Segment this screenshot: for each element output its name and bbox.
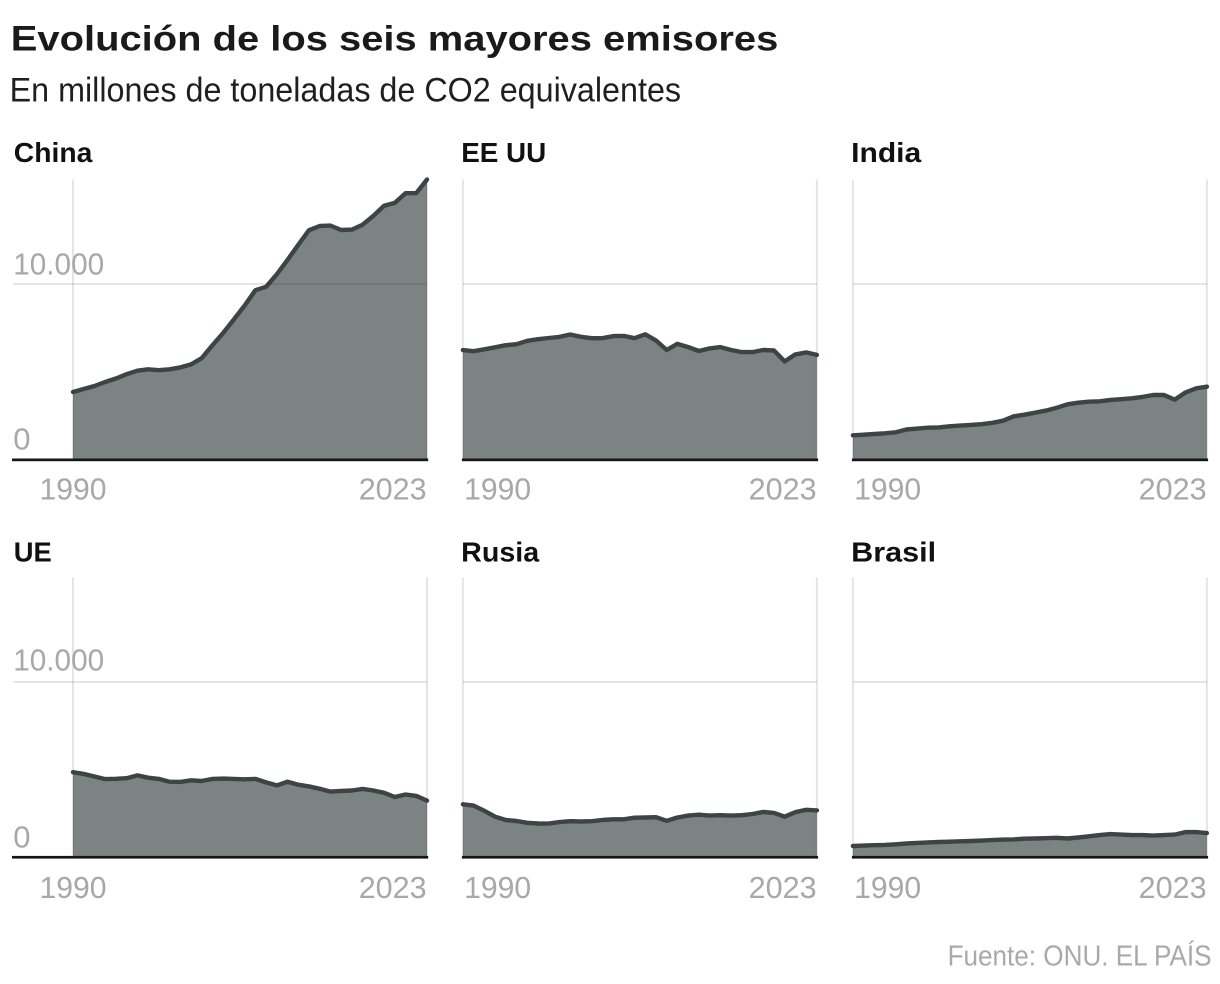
svg-text:Rusia: Rusia xyxy=(461,537,539,568)
svg-text:0: 0 xyxy=(13,819,30,854)
svg-text:2023: 2023 xyxy=(359,472,427,507)
svg-text:China: China xyxy=(14,137,93,168)
svg-text:10.000: 10.000 xyxy=(13,643,104,678)
svg-text:En millones de toneladas de CO: En millones de toneladas de CO2 equivale… xyxy=(10,72,681,110)
svg-text:1990: 1990 xyxy=(854,472,921,507)
svg-text:2023: 2023 xyxy=(1139,870,1207,905)
svg-text:UE: UE xyxy=(14,537,52,568)
svg-text:Brasil: Brasil xyxy=(851,537,936,568)
svg-text:2023: 2023 xyxy=(359,870,427,905)
svg-text:0: 0 xyxy=(13,421,30,456)
svg-text:2023: 2023 xyxy=(749,472,817,507)
svg-text:1990: 1990 xyxy=(854,870,921,905)
svg-text:2023: 2023 xyxy=(749,870,817,905)
svg-text:EE UU: EE UU xyxy=(461,137,546,168)
svg-text:1990: 1990 xyxy=(464,870,531,905)
svg-text:2023: 2023 xyxy=(1139,472,1207,507)
svg-text:Fuente: ONU. EL PAÍS: Fuente: ONU. EL PAÍS xyxy=(948,939,1212,972)
svg-text:India: India xyxy=(851,137,921,168)
svg-text:1990: 1990 xyxy=(40,870,107,905)
svg-text:1990: 1990 xyxy=(40,472,107,507)
svg-text:1990: 1990 xyxy=(464,472,531,507)
svg-text:10.000: 10.000 xyxy=(13,247,104,282)
svg-text:Evolución de los seis mayores: Evolución de los seis mayores emisores xyxy=(11,19,779,58)
